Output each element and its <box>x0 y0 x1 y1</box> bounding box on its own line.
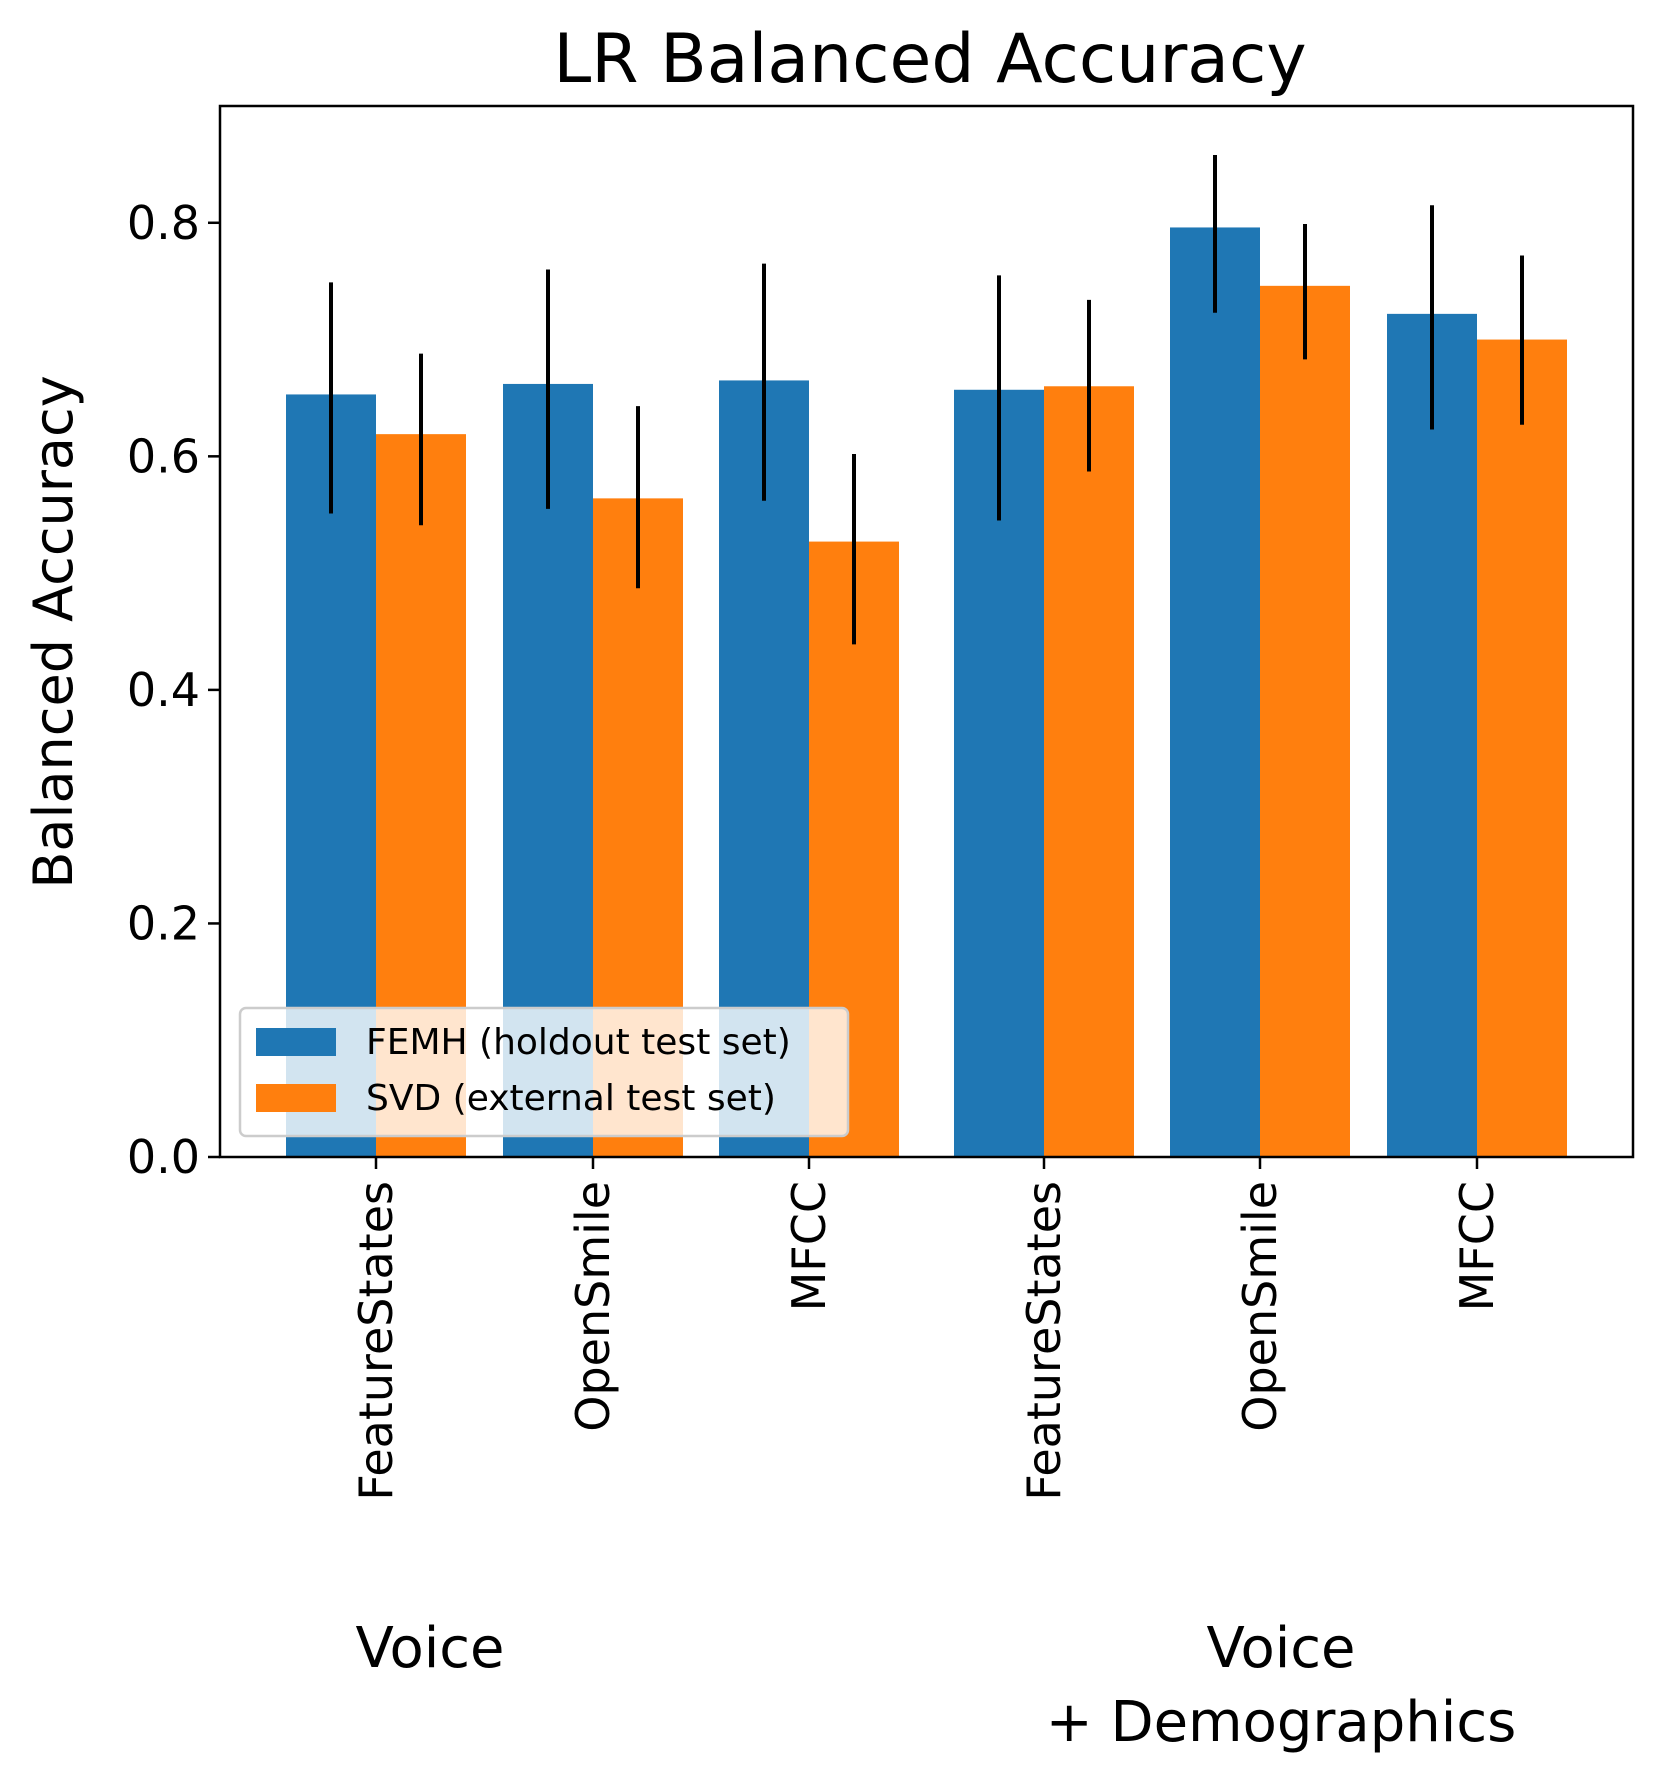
x-tick-label: FeatureStates <box>1017 1181 1071 1501</box>
bar-svd-3 <box>1044 386 1134 1157</box>
legend-box <box>238 1006 850 1138</box>
group-label: + Demographics <box>1046 1690 1517 1755</box>
legend-label: FEMH (holdout test set) <box>366 1022 791 1063</box>
legend-swatch <box>256 1028 336 1056</box>
y-axis-label: Balanced Accuracy <box>22 375 85 888</box>
legend-label: SVD (external test set) <box>366 1078 776 1119</box>
y-tick-label: 0.4 <box>127 663 200 717</box>
bar-svd-5 <box>1477 339 1567 1157</box>
bar-svd-4 <box>1260 285 1350 1157</box>
y-tick-label: 0.2 <box>127 896 200 950</box>
x-tick-label: OpenSmile <box>1233 1181 1287 1432</box>
x-axis: FeatureStates OpenSmile MFCC FeatureStates O… <box>349 1157 1516 1755</box>
plot-frame <box>218 104 1635 1159</box>
y-tick-label: 0.0 <box>127 1130 200 1184</box>
x-tick-label: MFCC <box>1450 1181 1504 1311</box>
x-tick-label: OpenSmile <box>566 1181 620 1432</box>
x-tick-label: FeatureStates <box>349 1181 403 1501</box>
y-tick-label: 0.8 <box>127 196 200 250</box>
group-label: Voice <box>1206 1616 1355 1681</box>
chart-title: LR Balanced Accuracy <box>553 20 1306 99</box>
group-label: Voice <box>355 1616 504 1681</box>
bar-femh-5 <box>1387 313 1477 1157</box>
legend-swatch <box>256 1084 336 1112</box>
legend: FEMH (holdout test set) SVD (external tes… <box>238 1006 850 1138</box>
bar-femh-4 <box>1170 227 1260 1158</box>
y-tick-label: 0.6 <box>127 429 200 483</box>
x-tick-label: MFCC <box>782 1181 836 1311</box>
y-axis: 0.0 0.2 0.4 0.6 0.8 <box>127 196 220 1184</box>
